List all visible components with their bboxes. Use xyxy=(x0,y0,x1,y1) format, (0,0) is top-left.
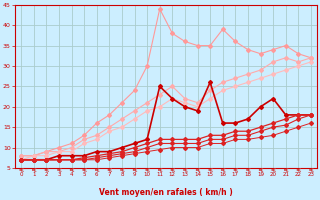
X-axis label: Vent moyen/en rafales ( km/h ): Vent moyen/en rafales ( km/h ) xyxy=(99,188,233,197)
